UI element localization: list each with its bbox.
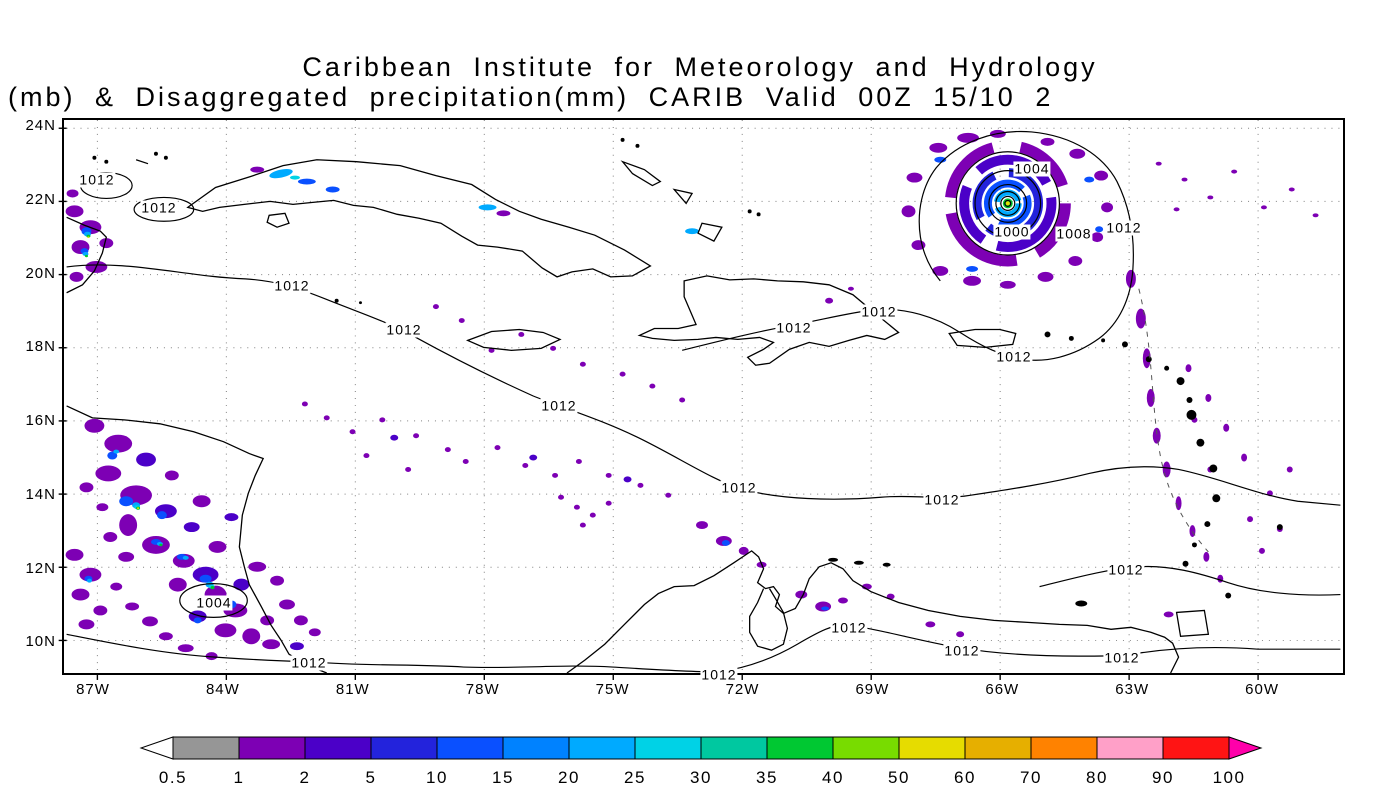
colorbar-segment	[370, 736, 438, 760]
lat-tick-label: 14N	[25, 485, 56, 503]
colorbar-level-label: 30	[690, 768, 712, 787]
lat-tick-label: 24N	[25, 117, 56, 135]
map-canvas	[58, 120, 1341, 680]
lat-tick-label: 18N	[25, 338, 56, 356]
colorbar-segment	[304, 736, 372, 760]
lon-tick-label: 69W	[855, 681, 890, 698]
colorbar-segment	[1096, 736, 1164, 760]
colorbar-segment	[238, 736, 306, 760]
chart-title-line2: (mb) & Disaggregated precipitation(mm) C…	[8, 82, 1054, 112]
colorbar-level-label: 2	[300, 768, 311, 787]
lon-tick-label: 81W	[335, 681, 370, 698]
colorbar-level-label: 20	[558, 768, 580, 787]
lat-tick-label: 16N	[25, 412, 56, 430]
lat-tick-label: 12N	[25, 559, 56, 577]
lat-tick-label: 22N	[25, 191, 56, 208]
colorbar-segment	[766, 736, 834, 760]
colorbar-segment	[568, 736, 636, 760]
gridlines	[58, 120, 1341, 680]
lat-tick-label: 10N	[25, 633, 56, 651]
colorbar-segment	[964, 736, 1032, 760]
lon-tick-label: 87W	[76, 681, 110, 698]
colorbar-level-label: 100	[1213, 768, 1246, 787]
colorbar-level-label: 1	[234, 768, 245, 787]
lon-tick-label: 66W	[985, 681, 1020, 698]
colorbar-level-label: 80	[1086, 768, 1108, 787]
colorbar-level-label: 60	[954, 768, 976, 787]
colorbar-segment	[1162, 736, 1230, 760]
colorbar-level-label: 50	[888, 768, 910, 787]
precip-colorbar: 0.5 1 2 5 10 15 20 25 30 35 40 50 60 70 80 90 100	[139, 736, 1263, 787]
colorbar-over-arrow	[1228, 736, 1263, 760]
lon-tick-label: 84W	[205, 681, 240, 698]
colorbar-level-label: 70	[1020, 768, 1042, 787]
colorbar-segment	[700, 736, 768, 760]
colorbar-segment	[832, 736, 900, 760]
colorbar-segment	[172, 736, 240, 760]
lon-tick-label: 72W	[725, 681, 760, 698]
lon-tick-label: 63W	[1115, 681, 1150, 698]
lon-tick-label: 60W	[1245, 681, 1280, 698]
colorbar-level-label: 0.5	[159, 768, 187, 787]
colorbar-level-label: 25	[624, 768, 646, 787]
colorbar-level-label: 35	[756, 768, 778, 787]
colorbar-level-label: 15	[492, 768, 514, 787]
colorbar-under-arrow	[139, 736, 174, 760]
colorbar-level-label: 90	[1152, 768, 1174, 787]
colorbar-segment	[436, 736, 504, 760]
colorbar-segment	[502, 736, 570, 760]
colorbar-level-label: 5	[366, 768, 377, 787]
chart-title-line1: Caribbean Institute for Meteorology and …	[302, 52, 1098, 82]
colorbar-level-label: 40	[822, 768, 844, 787]
colorbar-level-label: 10	[426, 768, 448, 787]
lon-tick-label: 75W	[595, 681, 630, 698]
colorbar-segment	[1030, 736, 1098, 760]
lon-tick-label: 78W	[465, 681, 500, 698]
colorbar-segment	[898, 736, 966, 760]
precipitation-shading	[65, 129, 1319, 666]
coastlines	[66, 137, 1283, 674]
colorbar-segment	[634, 736, 702, 760]
lat-tick-label: 20N	[25, 264, 56, 282]
map-frame: 1012 1012 1012 1012 1012 1012 1012 1012 1012 1012…	[58, 118, 1345, 683]
